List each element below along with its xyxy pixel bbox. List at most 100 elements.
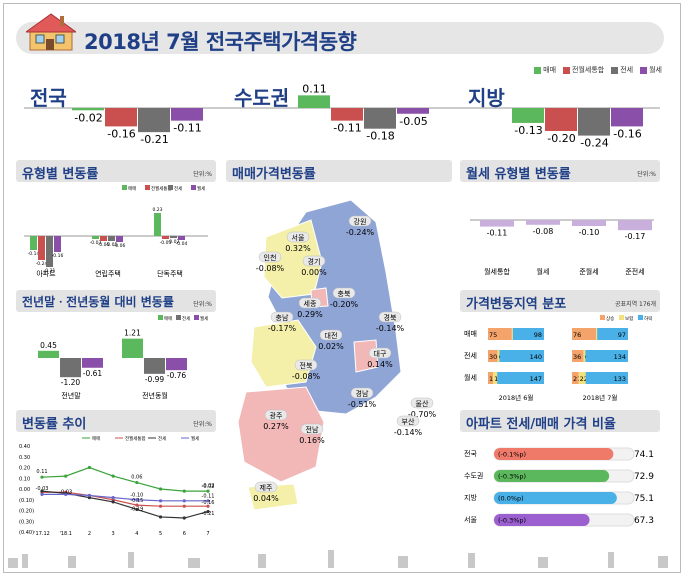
- top-bar-label: -0.20: [547, 132, 575, 145]
- ratio-bar: [494, 514, 590, 526]
- dist-value: 140: [530, 353, 542, 361]
- column-label: 2018년 7월: [583, 393, 618, 402]
- dist-value: 134: [614, 353, 626, 361]
- legend-swatch: [122, 185, 127, 190]
- dist-segment: [572, 372, 579, 384]
- trend-point: [182, 489, 186, 493]
- panel-title: 월세 유형별 변동률: [466, 167, 571, 182]
- map-region-name: 세종: [304, 299, 317, 308]
- map-region-pill: [378, 311, 402, 323]
- type-bar: [116, 236, 123, 242]
- top-bar-label: -0.18: [366, 130, 394, 143]
- y-tick-label: (0.30): [19, 519, 34, 525]
- region-title-local: 지방: [468, 86, 505, 110]
- map-region-name: 경북: [384, 313, 397, 322]
- legend-text: 전세: [174, 185, 182, 192]
- yoy-bar-label: -0.61: [83, 369, 103, 378]
- map-region-pill: [298, 297, 322, 309]
- dist-segment: [493, 372, 498, 384]
- type-bar-label: -0.02: [168, 239, 180, 245]
- trend-data-label: -0.11: [202, 494, 215, 500]
- y-tick-label: 0.30: [19, 455, 30, 461]
- top-bar-label: -0.05: [399, 115, 427, 128]
- top-bar: [298, 95, 330, 108]
- top-bar: [72, 108, 104, 111]
- map-region-name: 전남: [306, 425, 319, 434]
- legend-swatch: [158, 315, 163, 320]
- trend-data-label: -0.16: [202, 500, 215, 506]
- panel-header: 매매가격변동률: [226, 160, 452, 182]
- panel-title: 아파트 전세/매매 가격 비율: [466, 417, 616, 432]
- legend-text: 하락: [644, 315, 652, 322]
- x-tick-label: 4: [135, 531, 138, 536]
- map-region-value: -0.14%: [376, 324, 405, 333]
- top-legend: 매매 전월세통합 전세 월세: [534, 65, 662, 75]
- map-region-value: 0.29%: [297, 310, 323, 319]
- trend-point: [182, 504, 186, 508]
- dist-segment: [597, 328, 628, 340]
- ratio-change-label: (-0.1%p): [498, 451, 526, 459]
- legend-swatch: [191, 185, 196, 190]
- type-legend: 매매 전월세통합 전세 월세: [122, 185, 205, 192]
- y-tick-label: 0.10: [19, 476, 30, 482]
- row-label: 매매: [464, 330, 477, 338]
- row-label: 전세: [464, 351, 477, 360]
- map-region-value: -0.70%: [408, 410, 437, 419]
- trend-point: [182, 516, 186, 520]
- type-bar: [154, 213, 161, 236]
- map-region-value: 0.14%: [367, 360, 393, 369]
- trend-point: [158, 487, 163, 491]
- map-region-name: 울산: [416, 399, 429, 408]
- dist-value: 75: [489, 331, 497, 339]
- trend-point: [206, 499, 210, 503]
- legend-text: 매매: [92, 435, 100, 442]
- panel-header: 전년말ㆍ전년동월 대비 변동률 단위:%: [16, 290, 216, 312]
- type-bar-label: -0.14: [28, 251, 40, 257]
- ratio-category-label: 수도권: [464, 472, 483, 480]
- yoy-chart: 매매 전세 월세 0.45 -1.20-0.61 전년말 1.21 -0.99 -0.76 전년동…: [38, 315, 208, 400]
- ratio-bar: [494, 448, 614, 460]
- top-bar: [171, 108, 203, 121]
- map-region-pill: [254, 481, 278, 493]
- dist-value: 97: [618, 331, 626, 339]
- yoy-legend: 매매 전세 월세: [158, 315, 208, 322]
- legend-text: 상승: [606, 315, 614, 322]
- map-region-value: 0.16%: [299, 436, 325, 445]
- trend-data-label: -0.21: [202, 511, 215, 517]
- panel-type-change: 유형별 변동률 단위:% 매매 전월세통합 전세 월세 -0.14 -0.24 -0.31 -0…: [16, 160, 216, 284]
- yoy-bar-label: 1.21: [124, 329, 141, 338]
- dist-value: 30: [489, 353, 497, 361]
- map-region-pill: [264, 409, 288, 421]
- top-bar: [138, 108, 170, 133]
- trend-point: [40, 489, 44, 493]
- trend-point: [111, 500, 115, 504]
- map-region-name: 광주: [270, 412, 283, 420]
- dist-segment: [596, 328, 598, 340]
- trend-data-label: 0.06: [131, 474, 142, 480]
- unit-label: 단위:%: [637, 171, 656, 178]
- map-region-name: 부산: [402, 417, 415, 426]
- yoy-bar: [60, 358, 81, 378]
- ratio-value-label: 74.1: [634, 450, 654, 460]
- map-region-pill: [270, 311, 294, 323]
- category-label: 아파트: [36, 269, 56, 278]
- legend-text: 월세: [197, 185, 205, 192]
- row-label: 월세: [464, 373, 477, 382]
- y-tick-label: (0.40): [19, 530, 34, 536]
- page-title: 2018년 7월 전국주택가격동향: [84, 30, 357, 54]
- type-bar-label: -0.05: [106, 242, 118, 248]
- trend-point: [87, 493, 92, 498]
- ratio-bar: [494, 470, 610, 482]
- legend-swatch: [176, 315, 181, 320]
- map-region-name: 전북: [300, 361, 313, 370]
- yoy-bar-label: -0.76: [167, 371, 187, 380]
- ratio-chart: 전국 (-0.1%p) 74.1 수도권 (-0.3%p) 72.9 지방 (0.0%p) 75…: [464, 447, 654, 527]
- top-bar-label: -0.11: [333, 122, 361, 135]
- trend-point: [158, 499, 163, 503]
- dist-segment: [488, 328, 512, 340]
- top-bar-label: -0.21: [140, 133, 168, 146]
- unit-label: 단위:%: [193, 171, 212, 178]
- type-bar: [38, 236, 45, 260]
- legend-text: 보합: [625, 315, 633, 322]
- panel-header: 월세 유형별 변동률 단위:%: [460, 160, 660, 182]
